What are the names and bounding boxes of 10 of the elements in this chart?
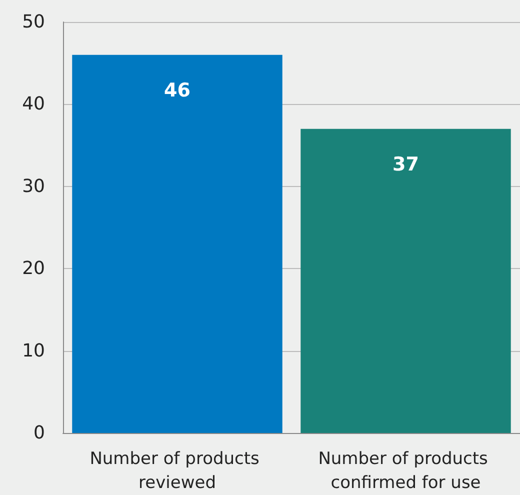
y-tick-label: 50 [22,12,45,32]
y-tick-label: 10 [22,340,45,362]
y-tick-label: 20 [22,258,45,280]
data-label: 46 [164,79,190,102]
y-tick-label: 30 [22,176,45,197]
data-label: 37 [392,153,419,176]
x-tick-label: Number of products reviewed [90,449,265,493]
y-tick-label: 40 [22,94,45,115]
x-tick-label: Number of products confirmed for use [318,449,494,493]
y-tick-label: 0 [34,422,45,444]
